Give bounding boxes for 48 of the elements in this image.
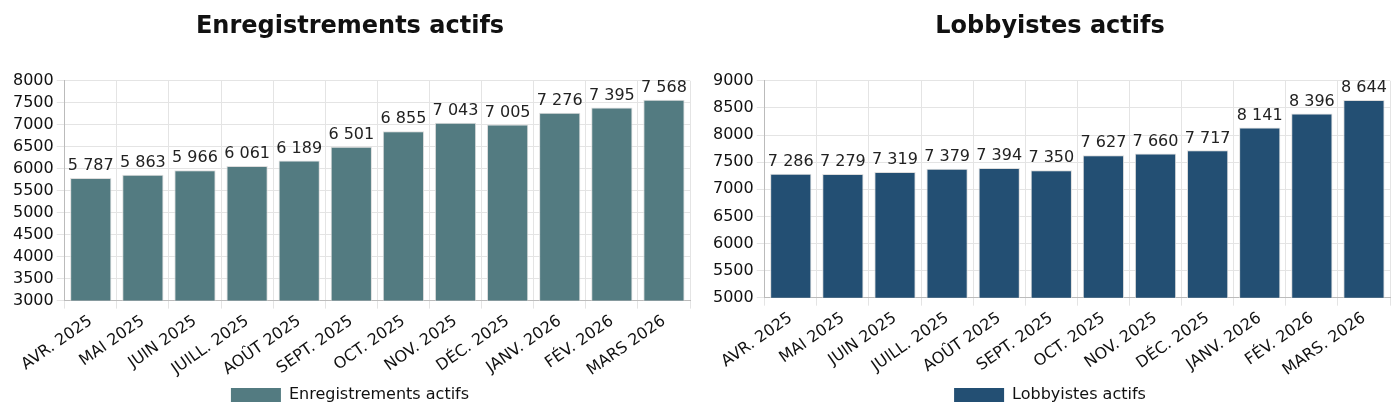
data-label: 5 787 bbox=[67, 155, 114, 175]
y-tick-label: 5500 bbox=[13, 179, 54, 199]
data-label: 7 627 bbox=[1080, 132, 1127, 152]
data-label: 7 395 bbox=[588, 84, 635, 104]
chart-title: Lobbyistes actifs bbox=[935, 10, 1165, 39]
y-tick-label: 7000 bbox=[713, 178, 754, 198]
y-tick-label: 8000 bbox=[713, 124, 754, 144]
data-label: 5 966 bbox=[172, 147, 218, 167]
y-tick-label: 7000 bbox=[13, 113, 54, 133]
data-label: 7 279 bbox=[819, 151, 866, 171]
y-tick-label: 8000 bbox=[13, 69, 54, 89]
y-tick-label: 8500 bbox=[713, 97, 754, 117]
data-label: 7 394 bbox=[976, 145, 1023, 165]
data-label: 7 379 bbox=[924, 145, 970, 165]
legend-label: Lobbyistes actifs bbox=[1012, 384, 1146, 404]
y-tick-label: 6000 bbox=[713, 232, 754, 252]
data-label: 8 141 bbox=[1236, 104, 1283, 124]
y-tick-label: 5500 bbox=[713, 259, 754, 279]
legend-label: Enregistrements actifs bbox=[288, 384, 470, 404]
data-label: 7 568 bbox=[641, 76, 687, 96]
data-label: 5 863 bbox=[119, 151, 166, 171]
data-label: 6 855 bbox=[380, 108, 427, 128]
data-label: 7 660 bbox=[1132, 130, 1179, 150]
y-tick-label: 7500 bbox=[713, 151, 754, 171]
y-tick-label: 3000 bbox=[13, 289, 54, 309]
y-tick-label: 3500 bbox=[13, 267, 54, 287]
y-tick-label: 4500 bbox=[13, 223, 54, 243]
data-label: 7 286 bbox=[767, 150, 814, 170]
data-label: 8 396 bbox=[1288, 90, 1335, 110]
data-label: 7 717 bbox=[1184, 127, 1231, 147]
data-label: 6 061 bbox=[224, 143, 270, 163]
data-label: 6 189 bbox=[276, 137, 323, 157]
data-label: 7 319 bbox=[872, 149, 918, 169]
y-tick-label: 6000 bbox=[13, 157, 54, 177]
data-label: 7 005 bbox=[484, 101, 531, 121]
data-label: 6 501 bbox=[328, 123, 375, 143]
data-label: 8 644 bbox=[1341, 77, 1387, 97]
y-tick-label: 7500 bbox=[13, 91, 54, 111]
y-tick-label: 5000 bbox=[13, 201, 54, 221]
y-tick-label: 5000 bbox=[713, 286, 754, 306]
y-tick-label: 4000 bbox=[13, 245, 54, 265]
chart-title: Enregistrements actifs bbox=[195, 10, 505, 39]
y-tick-label: 6500 bbox=[13, 135, 54, 155]
data-label: 7 276 bbox=[536, 89, 583, 109]
y-tick-label: 6500 bbox=[713, 205, 754, 225]
y-tick-label: 9000 bbox=[713, 69, 754, 89]
data-label: 7 350 bbox=[1028, 147, 1075, 167]
data-label: 7 043 bbox=[432, 100, 479, 120]
